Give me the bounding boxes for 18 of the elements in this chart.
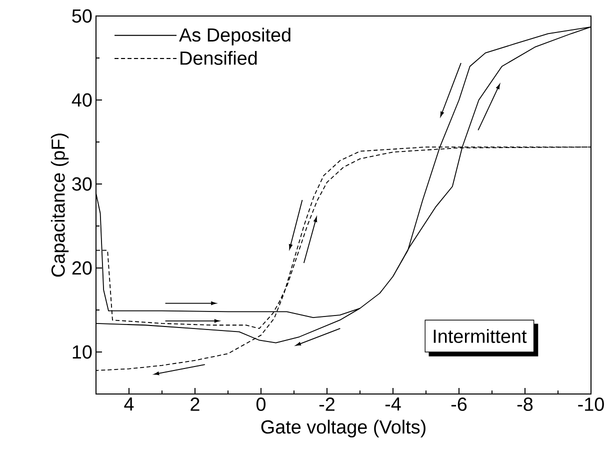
x-tick-label: 0 xyxy=(256,398,266,411)
y-tick-label: 50 xyxy=(72,9,92,23)
annotation: Intermittent xyxy=(434,329,527,343)
x-tick-label: 4 xyxy=(124,398,134,411)
x-tick-label: -10 xyxy=(578,398,604,411)
x-axis-title: Gate voltage (Volts) xyxy=(261,420,426,438)
x-tick-label: -6 xyxy=(451,398,467,411)
y-tick-label: 20 xyxy=(72,261,92,275)
y-axis-title: Capacitance (pF) xyxy=(50,134,69,277)
y-tick-label: 30 xyxy=(72,177,92,191)
legend-label: As Deposited xyxy=(179,28,290,46)
x-tick-label: -2 xyxy=(319,398,334,411)
y-tick-label: 40 xyxy=(72,93,92,107)
x-tick-label: -8 xyxy=(517,398,533,411)
legend-label: Densified xyxy=(180,50,257,65)
y-tick-label: 10 xyxy=(72,345,92,359)
x-tick-label: 2 xyxy=(190,398,200,411)
x-tick-label: -4 xyxy=(385,398,401,411)
